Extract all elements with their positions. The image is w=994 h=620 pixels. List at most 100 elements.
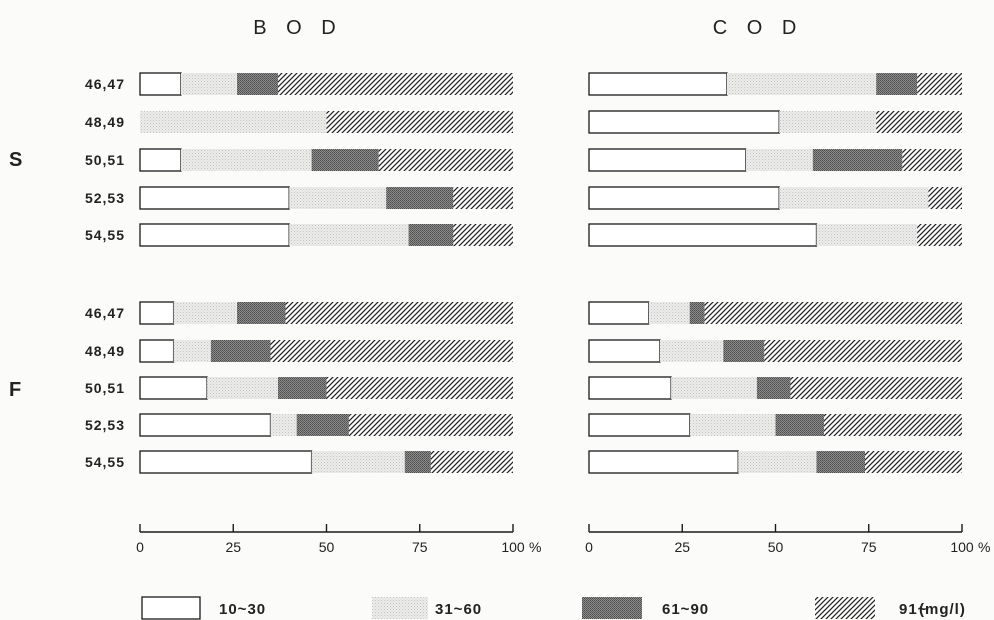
bar-segment-1-7-3 (790, 377, 962, 399)
legend-label-3: 91~ (899, 601, 927, 618)
bar-segment-1-0-1 (727, 73, 877, 95)
row-label-S-4: 54,55 (85, 227, 125, 243)
bar-segment-0-4-3 (453, 224, 513, 246)
bar-segment-1-6-2 (723, 340, 765, 362)
bar-segment-1-5-0 (588, 301, 650, 325)
bar-segment-0-9-3 (430, 451, 513, 473)
x-tick-label-0-4: 100 (501, 539, 525, 555)
bar-segment-0-6-2 (210, 340, 271, 362)
bar-segment-0-4-2 (408, 224, 454, 246)
bar-segment-0-0-3 (278, 73, 513, 95)
bar-segment-1-2-1 (745, 149, 813, 171)
bar-segment-1-0-3 (917, 73, 962, 95)
bar-segment-1-9-0 (588, 450, 739, 474)
row-label-S-3: 52,53 (85, 190, 125, 206)
bar-segment-0-3-1 (289, 187, 387, 209)
legend-label-0: 10~30 (219, 601, 266, 618)
bar-segment-0-0-1 (181, 73, 237, 95)
row-label-F-1: 48,49 (85, 343, 125, 359)
row-label-F-0: 46,47 (85, 305, 125, 321)
legend-swatch-2 (582, 597, 642, 619)
row-label-S-1: 48,49 (85, 114, 125, 130)
panel-title-0: B O D (253, 17, 342, 39)
legend-swatch-0 (141, 596, 201, 620)
bar-segment-1-8-2 (775, 414, 824, 436)
bar-segment-0-3-2 (386, 187, 454, 209)
bar-segment-0-9-0 (139, 450, 313, 474)
bar-segment-0-7-1 (207, 377, 278, 399)
bar-segment-1-7-1 (671, 377, 757, 399)
bar-segment-0-2-2 (311, 149, 379, 171)
legend-label-2: 61~90 (662, 601, 709, 618)
x-tick-label-1-4: 100 (950, 539, 974, 555)
bar-segment-1-3-1 (779, 187, 929, 209)
bar-segment-0-7-0 (139, 376, 208, 400)
bar-segment-1-7-2 (756, 377, 791, 399)
x-tick-label-0-0: 0 (136, 539, 144, 555)
bar-segment-1-5-3 (704, 302, 962, 324)
bar-segment-1-1-3 (876, 111, 962, 133)
bar-segment-0-2-1 (181, 149, 312, 171)
bar-segment-0-6-1 (173, 340, 211, 362)
x-tick-label-0-2: 50 (319, 539, 335, 555)
bar-segment-1-1-1 (779, 111, 877, 133)
bar-segment-0-7-2 (278, 377, 327, 399)
x-tick-label-1-2: 50 (768, 539, 784, 555)
legend-swatch-3 (815, 597, 875, 619)
bar-segment-1-0-2 (876, 73, 918, 95)
x-tick-label-0-3: 75 (412, 539, 428, 555)
x-tick-label-1-0: 0 (585, 539, 593, 555)
bar-segment-1-2-0 (588, 148, 747, 172)
bar-segment-1-7-0 (588, 376, 672, 400)
bar-segment-0-6-0 (139, 339, 175, 363)
bar-segment-1-0-0 (588, 72, 728, 96)
legend-unit-label: (mg/l) (919, 601, 966, 618)
bar-segment-0-9-2 (404, 451, 431, 473)
bar-segment-1-6-3 (764, 340, 962, 362)
x-tick-label-1-1: 25 (674, 539, 690, 555)
bar-segment-1-9-1 (738, 451, 817, 473)
row-label-F-2: 50,51 (85, 380, 125, 396)
x-unit-label-0: % (529, 539, 541, 555)
x-tick-label-1-3: 75 (861, 539, 877, 555)
row-label-F-3: 52,53 (85, 417, 125, 433)
bar-segment-0-8-2 (296, 414, 349, 436)
bar-segment-1-9-3 (865, 451, 962, 473)
bar-segment-0-5-3 (285, 302, 513, 324)
legend-label-1: 31~60 (435, 601, 482, 618)
bar-segment-1-3-3 (928, 187, 962, 209)
panel-title-1: C O D (713, 17, 804, 39)
bar-segment-0-2-0 (139, 148, 182, 172)
bar-segment-1-1-0 (588, 110, 780, 134)
row-label-S-2: 50,51 (85, 152, 125, 168)
bar-segment-1-4-3 (917, 224, 962, 246)
group-label-f: F (9, 379, 21, 401)
bar-segment-0-4-0 (139, 223, 290, 247)
group-label-s: S (9, 149, 22, 171)
bar-segment-0-2-3 (378, 149, 513, 171)
bar-segment-1-8-3 (824, 414, 962, 436)
bar-segment-1-5-1 (648, 302, 690, 324)
bar-segment-0-8-0 (139, 413, 272, 437)
bar-segment-1-8-0 (588, 413, 691, 437)
bar-segment-0-9-1 (311, 451, 405, 473)
bar-segment-1-2-3 (902, 149, 962, 171)
x-unit-label-1: % (978, 539, 990, 555)
bar-segment-0-3-0 (139, 186, 290, 210)
bar-segment-0-1-1 (140, 111, 327, 133)
bar-segment-0-0-2 (237, 73, 278, 95)
row-label-F-4: 54,55 (85, 454, 125, 470)
bar-segment-1-9-2 (816, 451, 865, 473)
bar-segment-1-8-1 (689, 414, 776, 436)
bar-segment-1-4-0 (588, 223, 818, 247)
bar-segment-1-5-2 (689, 302, 705, 324)
bar-segment-1-2-2 (812, 149, 903, 171)
bar-segment-0-3-3 (453, 187, 513, 209)
bar-segment-0-8-3 (348, 414, 513, 436)
bar-segment-1-3-0 (588, 186, 780, 210)
row-label-S-0: 46,47 (85, 76, 125, 92)
legend-swatch-1 (372, 597, 428, 619)
bar-segment-0-6-3 (270, 340, 513, 362)
bar-segment-0-5-2 (237, 302, 286, 324)
